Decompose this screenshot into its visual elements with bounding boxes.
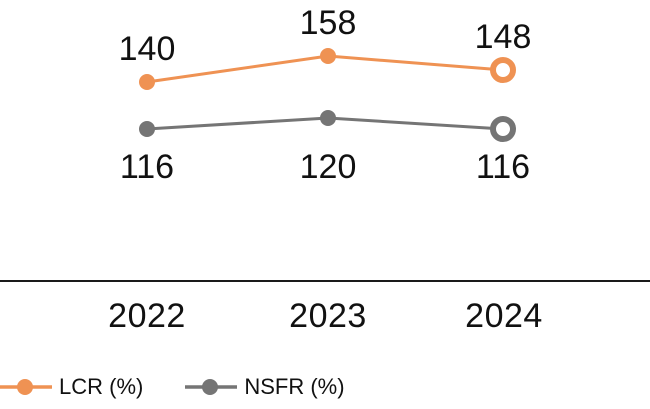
nsfr-value-label-2024: 116 xyxy=(476,148,530,186)
lcr-value-label-2024: 148 xyxy=(475,18,532,56)
nsfr-point-2024 xyxy=(490,116,516,142)
legend-item-lcr: LCR (%) xyxy=(0,372,143,402)
nsfr-value-label-2022: 116 xyxy=(120,148,174,186)
legend-label-nsfr: NSFR (%) xyxy=(244,374,345,399)
series-layer: 140 158 148 116 120 116 xyxy=(119,4,532,186)
x-tick-label-2023: 2023 xyxy=(289,297,367,335)
nsfr-point-2022 xyxy=(139,121,155,137)
legend: LCR (%) NSFR (%) xyxy=(0,372,345,402)
lcr-value-label-2022: 140 xyxy=(119,30,176,68)
nsfr-point-2023 xyxy=(320,110,336,126)
lcr-legend-marker-icon xyxy=(0,379,52,395)
lcr-point-2022 xyxy=(139,74,155,90)
lcr-point-2023 xyxy=(320,48,336,64)
legend-item-nsfr: NSFR (%) xyxy=(185,372,345,402)
lcr-value-label-2023: 158 xyxy=(300,4,357,42)
x-tick-label-2022: 2022 xyxy=(108,297,186,335)
x-tick-label-2024: 2024 xyxy=(465,297,543,335)
lcr-point-2024 xyxy=(490,57,516,83)
nsfr-value-label-2023: 120 xyxy=(300,148,357,186)
nsfr-legend-marker-icon xyxy=(185,379,238,395)
legend-label-lcr: LCR (%) xyxy=(59,374,144,399)
